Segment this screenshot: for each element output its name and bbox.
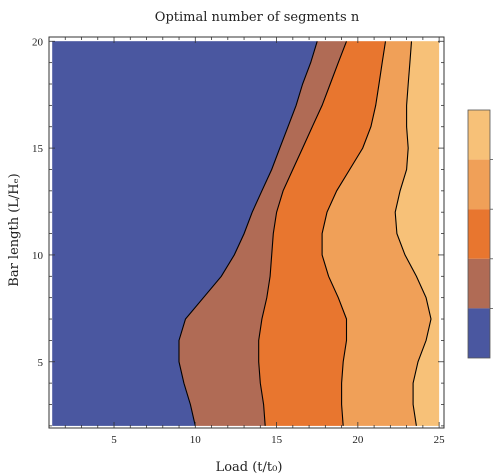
plot-frame: 5 10 15 20 25 5 10 15 20	[32, 36, 445, 446]
y-tick-label: 5	[38, 357, 44, 369]
contour-line-1	[178, 41, 318, 426]
legend-border	[467, 109, 491, 359]
x-tick-label: 10	[190, 434, 202, 446]
legend-swatch	[468, 159, 490, 210]
legend-swatch	[468, 110, 490, 160]
legend-swatch	[468, 308, 490, 358]
color-legend	[467, 109, 493, 359]
y-tick-label: 20	[32, 36, 44, 48]
x-tick-label: 25	[434, 434, 446, 446]
plot-area	[52, 41, 440, 426]
x-axis-title: Load (t/t₀)	[216, 460, 283, 475]
y-axis-title: Bar length (L/Hₑ)	[7, 173, 22, 286]
chart-title: Optimal number of segments n	[155, 10, 360, 25]
legend-swatch	[468, 258, 490, 309]
y-tick-label: 15	[32, 143, 44, 155]
x-tick-label: 20	[352, 434, 364, 446]
y-tick-label: 10	[32, 250, 44, 262]
contour-line-3	[321, 41, 387, 426]
x-tick-label: 5	[111, 434, 117, 446]
contour-line-4	[394, 41, 432, 426]
legend-swatch	[468, 209, 490, 259]
contour-line-2	[258, 41, 348, 426]
x-tick-label: 15	[271, 434, 283, 446]
plot-border	[48, 36, 445, 429]
